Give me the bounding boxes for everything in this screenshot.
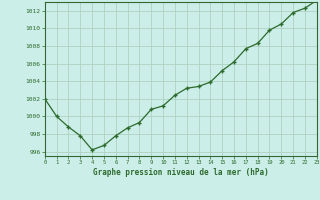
X-axis label: Graphe pression niveau de la mer (hPa): Graphe pression niveau de la mer (hPa) [93,168,269,177]
